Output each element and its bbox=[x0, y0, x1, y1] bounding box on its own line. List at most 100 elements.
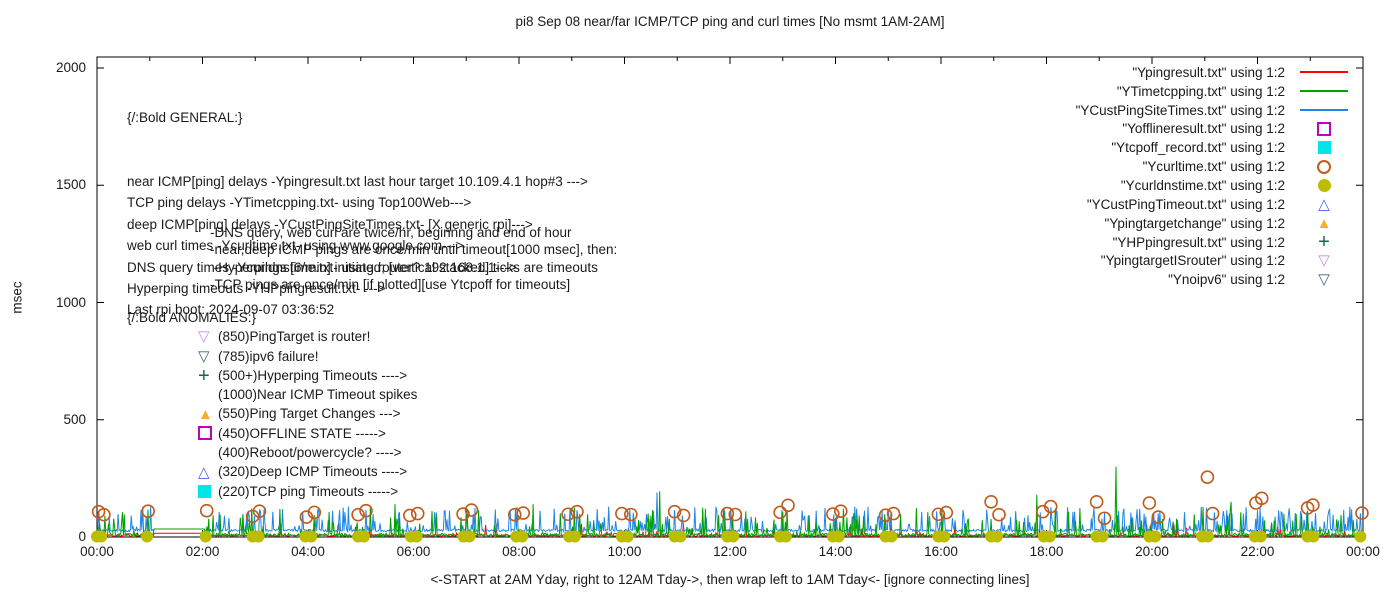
legend-row: "Ypingtargetchange" using 1:2 ▲ bbox=[1076, 214, 1363, 233]
circle-open-icon bbox=[1317, 159, 1331, 174]
tri-up-filled-icon: ▲ bbox=[198, 405, 213, 423]
legend-label: "Ycurldnstime.txt" using 1:2 bbox=[1120, 177, 1285, 193]
anomaly-item: ▲ (550)Ping Target Changes ---> bbox=[127, 404, 417, 423]
y-tick-label: 1500 bbox=[55, 177, 86, 193]
square-filled-icon bbox=[1317, 141, 1331, 155]
point-ycurldnstime bbox=[305, 530, 318, 543]
point-ycurltime bbox=[403, 508, 417, 523]
point-ycurltime bbox=[464, 503, 479, 517]
legend-marker bbox=[1285, 141, 1363, 155]
legend-marker bbox=[1285, 109, 1363, 112]
legend-row: "Ycurltime.txt" using 1:2 bbox=[1076, 157, 1363, 176]
legend-row: "YTimetcpping.txt" using 1:2 bbox=[1076, 82, 1363, 101]
square-open-icon bbox=[1317, 121, 1331, 136]
legend-marker: ▽ bbox=[1285, 253, 1363, 268]
point-ycurltime bbox=[410, 506, 425, 521]
general-note-line: Hyperping timeouts -YHPpingresult.txt- -… bbox=[127, 281, 386, 297]
general-note-line: deep ICMP[ping] delays -YCustPingSiteTim… bbox=[127, 216, 533, 232]
chart-title: pi8 Sep 08 near/far ICMP/TCP ping and cu… bbox=[515, 14, 945, 29]
point-ycurldnstime bbox=[674, 530, 687, 543]
tri-down-open-icon: ▽ bbox=[1318, 271, 1330, 289]
legend-marker: + bbox=[1285, 232, 1363, 252]
legend-marker bbox=[1285, 178, 1363, 192]
point-ycurldnstime bbox=[568, 530, 581, 543]
point-ycurltime bbox=[667, 504, 682, 519]
legend-row: "Ypingresult.txt" using 1:2 bbox=[1076, 63, 1363, 82]
point-ycurltime bbox=[615, 506, 629, 521]
legend-label: "Ypingtargetchange" using 1:2 bbox=[1104, 215, 1285, 231]
point-ycurltime bbox=[931, 507, 946, 522]
legend-label: "Ytcpoff_record.txt" using 1:2 bbox=[1111, 140, 1285, 156]
square-open-icon bbox=[198, 426, 212, 441]
tri-up-open-icon: △ bbox=[198, 463, 210, 481]
point-ycurltime bbox=[878, 508, 893, 522]
general-note-line: TCP ping delays -YTimetcpping.txt- using… bbox=[127, 195, 472, 211]
point-ycurltime bbox=[728, 507, 743, 522]
legend-row: "Yofflineresult.txt" using 1:2 bbox=[1076, 120, 1363, 139]
point-ycurltime bbox=[1205, 506, 1220, 521]
tri-up-filled-icon: ▲ bbox=[1316, 214, 1332, 232]
x-tick-label: 18:00 bbox=[1029, 544, 1064, 559]
x-tick-label: 10:00 bbox=[607, 544, 642, 559]
point-ycurldnstime bbox=[95, 530, 108, 543]
point-ycurldnstime bbox=[1096, 530, 1109, 543]
point-ycurltime bbox=[1200, 470, 1215, 485]
y-tick-label: 500 bbox=[63, 411, 86, 427]
anomaly-item: (450)OFFLINE STATE -----> bbox=[127, 424, 417, 443]
legend-row: "Ytcpoff_record.txt" using 1:2 bbox=[1076, 138, 1363, 157]
point-ycurltime bbox=[97, 507, 111, 522]
line-icon bbox=[1300, 109, 1348, 112]
point-ycurldnstime bbox=[885, 530, 898, 543]
legend-marker: △ bbox=[1285, 197, 1363, 212]
anomaly-label: (320)Deep ICMP Timeouts ----> bbox=[218, 464, 408, 480]
anomaly-label: (450)OFFLINE STATE -----> bbox=[218, 425, 386, 441]
anomaly-item: ▽ (850)PingTarget is router! bbox=[127, 327, 417, 346]
anomaly-label: (785)ipv6 failure! bbox=[218, 348, 319, 364]
anomalies-header: {/:Bold ANOMALIES:} bbox=[127, 310, 257, 325]
line-icon bbox=[1300, 71, 1348, 74]
plus-icon: + bbox=[198, 364, 210, 387]
point-ycurldnstime bbox=[199, 530, 212, 543]
point-ycurltime bbox=[624, 507, 638, 522]
legend-marker bbox=[1285, 90, 1363, 93]
point-ycurltime bbox=[1151, 510, 1166, 524]
legend-label: "YTimetcpping.txt" using 1:2 bbox=[1116, 83, 1285, 99]
anomaly-item: (1000)Near ICMP Timeout spikes bbox=[127, 385, 417, 404]
point-ycurldnstime bbox=[1354, 530, 1367, 543]
point-ycurltime bbox=[199, 503, 214, 518]
y-axis-label: msec bbox=[9, 281, 25, 314]
anomaly-item: (400)Reboot/powercycle? ----> bbox=[127, 443, 417, 462]
general-subnote-line: -DNS query, web curl are twice/hr, begin… bbox=[210, 225, 572, 240]
anomaly-label: (400)Reboot/powercycle? ----> bbox=[218, 445, 402, 461]
anomaly-item: ▽ (785)ipv6 failure! bbox=[127, 347, 417, 366]
anomaly-item: △ (320)Deep ICMP Timeouts ----> bbox=[127, 462, 417, 481]
legend-label: "Ypingresult.txt" using 1:2 bbox=[1132, 64, 1285, 80]
x-tick-label: 02:00 bbox=[185, 544, 220, 559]
point-ycurltime bbox=[992, 507, 1006, 522]
point-ycurltime bbox=[507, 507, 522, 522]
general-subnotes: -DNS query, web curl are twice/hr, begin… bbox=[210, 224, 617, 294]
line-icon bbox=[1300, 90, 1348, 93]
tri-down-open-icon: ▽ bbox=[198, 328, 210, 346]
point-ycurltime bbox=[570, 504, 584, 519]
legend-row: "Ynoipv6" using 1:2 ▽ bbox=[1076, 270, 1363, 289]
legend-marker: ▲ bbox=[1285, 216, 1363, 231]
point-ycurldnstime bbox=[938, 530, 951, 543]
anomaly-label: (550)Ping Target Changes ---> bbox=[218, 406, 401, 422]
point-ycurltime bbox=[307, 505, 322, 520]
point-ycurltime bbox=[1043, 499, 1058, 514]
tri-down-open-icon: ▽ bbox=[1318, 252, 1330, 270]
legend-label: "Ycurltime.txt" using 1:2 bbox=[1142, 159, 1285, 175]
point-ycurldnstime bbox=[1254, 530, 1267, 543]
point-ycurltime bbox=[561, 507, 575, 522]
legend-marker bbox=[1285, 159, 1363, 174]
anomaly-label: (500+)Hyperping Timeouts ----> bbox=[218, 367, 408, 383]
point-ycurltime bbox=[676, 508, 691, 523]
legend-row: "Ycurldnstime.txt" using 1:2 bbox=[1076, 176, 1363, 195]
legend-label: "YCustPingSiteTimes.txt" using 1:2 bbox=[1075, 102, 1285, 118]
point-ycurltime bbox=[720, 506, 735, 521]
point-ycurldnstime bbox=[1307, 530, 1320, 543]
point-ycurldnstime bbox=[410, 530, 423, 543]
x-tick-label: 12:00 bbox=[713, 544, 747, 559]
